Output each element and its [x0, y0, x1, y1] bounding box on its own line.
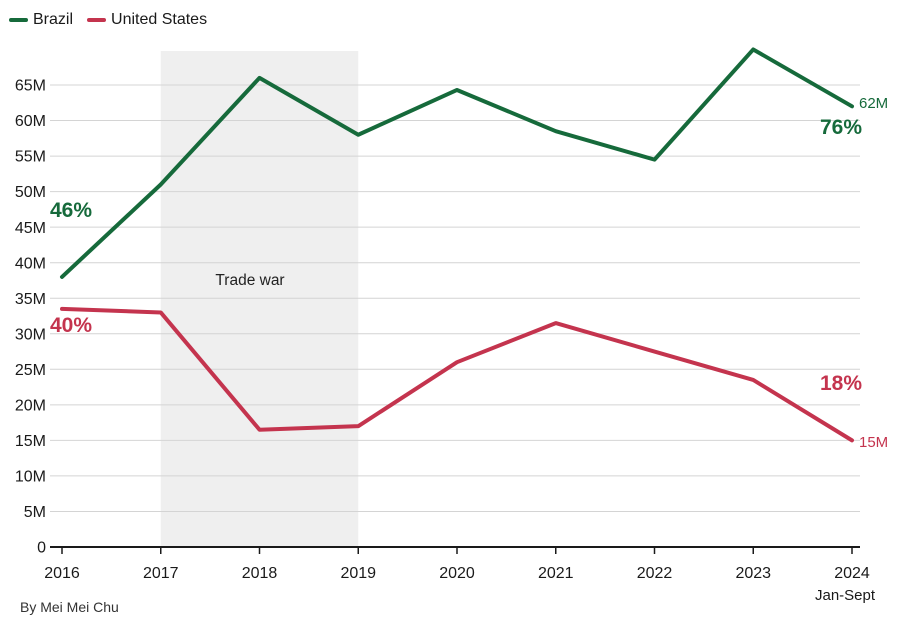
- svg-text:2016: 2016: [44, 565, 80, 582]
- svg-text:45M: 45M: [15, 220, 46, 237]
- legend-item-united-states: United States: [87, 11, 207, 29]
- svg-text:2023: 2023: [735, 565, 771, 582]
- svg-text:5M: 5M: [24, 504, 46, 521]
- gridlines: [50, 84, 860, 512]
- united-states-line-swatch: [87, 18, 107, 22]
- svg-text:2024: 2024: [834, 565, 870, 582]
- legend: Brazil United States: [9, 11, 207, 29]
- brazil-end-pct-label: 76%: [820, 116, 863, 139]
- united-states-line: [60, 306, 854, 443]
- legend-item-brazil: Brazil: [9, 11, 73, 29]
- svg-text:10M: 10M: [15, 469, 46, 486]
- svg-text:2019: 2019: [340, 565, 376, 582]
- svg-text:15M: 15M: [15, 433, 46, 450]
- x-axis-sublabel: Jan-Sept: [814, 587, 876, 604]
- svg-text:50M: 50M: [15, 184, 46, 201]
- svg-text:40M: 40M: [15, 255, 46, 272]
- brazil-line-swatch: [9, 18, 28, 22]
- svg-text:65M: 65M: [15, 78, 46, 95]
- svg-text:35M: 35M: [15, 291, 46, 308]
- svg-text:2018: 2018: [242, 565, 278, 582]
- us-start-pct-label: 40%: [50, 314, 93, 337]
- svg-text:2020: 2020: [439, 565, 475, 582]
- svg-text:0: 0: [37, 540, 46, 557]
- x-axis-labels: 2016 2017 2018 2019 2020 2021 2022 2023 2024: [44, 565, 870, 582]
- trade-war-band: [160, 51, 359, 547]
- svg-text:55M: 55M: [15, 149, 46, 166]
- svg-text:2017: 2017: [143, 565, 179, 582]
- legend-label-brazil: Brazil: [33, 11, 74, 28]
- svg-text:25M: 25M: [15, 362, 46, 379]
- brazil-end-value-label: 62M: [859, 95, 889, 112]
- us-end-value-label: 15M: [859, 434, 889, 451]
- legend-label-united-states: United States: [111, 11, 208, 28]
- byline: By Mei Mei Chu: [20, 599, 119, 615]
- x-axis-ticks: [61, 547, 853, 554]
- us-end-pct-label: 18%: [820, 372, 863, 395]
- svg-text:20M: 20M: [15, 397, 46, 414]
- brazil-line: [60, 47, 854, 279]
- svg-text:60M: 60M: [15, 113, 46, 130]
- y-axis-labels: 0 5M 10M 15M 20M 25M 30M 35M 40M 45M 50M 55M 60M 65M: [15, 78, 46, 557]
- svg-text:2022: 2022: [637, 565, 673, 582]
- svg-text:30M: 30M: [15, 326, 46, 343]
- brazil-start-pct-label: 46%: [50, 199, 93, 222]
- svg-text:2021: 2021: [538, 565, 574, 582]
- trade-war-label: Trade war: [215, 272, 285, 289]
